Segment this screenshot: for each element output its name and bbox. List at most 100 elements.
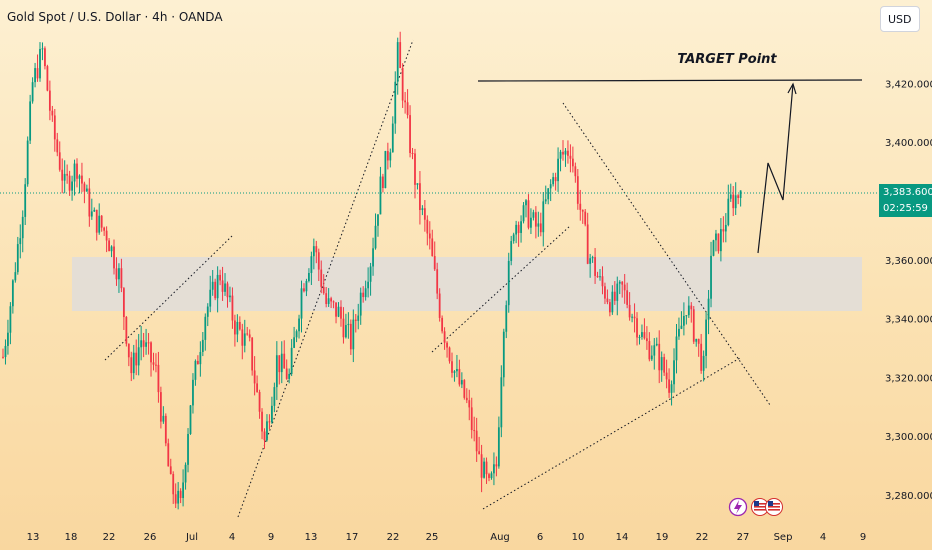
candle-body: [211, 281, 214, 290]
candle-body: [322, 286, 325, 294]
candle-body: [386, 151, 389, 161]
candle-body: [653, 345, 656, 356]
x-tick-label: 14: [616, 532, 629, 543]
candle-body: [522, 205, 525, 222]
x-tick-label: 22: [387, 532, 400, 543]
candle-body: [157, 364, 160, 393]
candle-body: [579, 203, 582, 210]
candle-body: [576, 176, 579, 204]
candle-body: [145, 342, 147, 347]
candle-body: [342, 318, 345, 338]
target-label: TARGET Point: [677, 52, 777, 67]
candle-body: [155, 364, 157, 366]
candle-body: [401, 67, 404, 101]
candle-body: [500, 377, 503, 428]
candle-body: [364, 288, 367, 298]
candle-body: [61, 169, 64, 181]
candle-body: [463, 380, 466, 398]
candle-body: [645, 338, 648, 342]
candle-body: [623, 284, 626, 291]
chart-title: Gold Spot / U.S. Dollar · 4h · OANDA: [7, 10, 223, 24]
candle-body: [290, 347, 293, 374]
candle-body: [389, 152, 392, 161]
candle-body: [285, 368, 288, 379]
candle-body: [189, 405, 192, 434]
candle-body: [443, 331, 446, 343]
candle-body: [29, 101, 32, 141]
candle-body: [261, 411, 263, 432]
candle-body: [695, 338, 698, 342]
candle-body: [362, 292, 365, 298]
candle-body: [668, 379, 670, 393]
candle-body: [100, 215, 103, 228]
y-tick-label: 3,400.000: [885, 138, 932, 149]
candle-body: [253, 370, 256, 384]
candle-body: [231, 295, 234, 321]
candle-body: [298, 318, 300, 332]
candle-body: [700, 343, 703, 371]
candle-body: [554, 177, 557, 182]
x-tick-label: 17: [346, 532, 359, 543]
candle-body: [374, 225, 377, 249]
y-axis[interactable]: 3,280.000 3,300.000 3,320.000 3,340.000 3,36…: [885, 79, 932, 502]
candle-body: [63, 173, 66, 181]
x-axis[interactable]: 13 18 22 26 Jul 4 9 13 17 22 25 Aug 6 10 14 19 22 27 Sep 4 9: [27, 532, 867, 543]
candle-body: [391, 123, 394, 153]
candle-body: [16, 244, 19, 273]
candle-body: [140, 340, 143, 348]
countdown-tag: 02:25:59: [879, 201, 932, 217]
candle-body: [241, 329, 244, 346]
candle-body: [537, 223, 540, 227]
candle-body: [295, 331, 298, 338]
candle-body: [377, 214, 379, 226]
candle-body: [105, 230, 108, 241]
candle-body: [596, 275, 599, 278]
currency-button[interactable]: USD: [880, 6, 920, 32]
candle-body: [236, 321, 239, 335]
candle-body: [611, 291, 614, 313]
candle-body: [76, 163, 78, 179]
candle-body: [589, 258, 592, 264]
candle-body: [660, 357, 663, 371]
candle-body: [441, 317, 444, 332]
candle-body: [727, 198, 730, 225]
candle-body: [248, 334, 251, 338]
x-tick-label: 13: [305, 532, 318, 543]
candle-body: [384, 151, 387, 189]
candle-body: [130, 357, 133, 374]
candle-body: [715, 233, 717, 241]
candle-body: [460, 380, 463, 385]
candle-body: [586, 224, 589, 264]
candle-body: [300, 288, 303, 319]
candle-body: [650, 355, 653, 360]
us-flag-icon[interactable]: [765, 498, 783, 516]
candle-body: [41, 48, 44, 50]
us-flag-icon[interactable]: [751, 498, 769, 516]
candle-body: [517, 224, 520, 233]
candle-body: [152, 362, 155, 365]
candle-body: [238, 321, 241, 330]
candle-body: [340, 306, 342, 319]
candle-body: [690, 305, 693, 310]
candle-body: [414, 153, 416, 185]
x-tick-label: 22: [103, 532, 116, 543]
x-tick-label: 22: [696, 532, 709, 543]
candle-body: [451, 361, 453, 373]
candle-body: [705, 319, 707, 356]
candle-body: [113, 246, 115, 269]
candle-body: [485, 461, 488, 475]
candle-body: [14, 272, 17, 281]
candle-body: [618, 281, 621, 284]
candle-body: [36, 68, 39, 79]
candle-body: [456, 368, 458, 372]
candle-body: [58, 152, 61, 170]
lightning-icon[interactable]: [728, 497, 748, 517]
candle-body: [359, 292, 362, 316]
candle-body: [448, 347, 451, 362]
candle-body: [194, 360, 197, 380]
candle-body: [78, 175, 81, 179]
candle-body: [9, 306, 12, 333]
candle-body: [707, 298, 710, 320]
